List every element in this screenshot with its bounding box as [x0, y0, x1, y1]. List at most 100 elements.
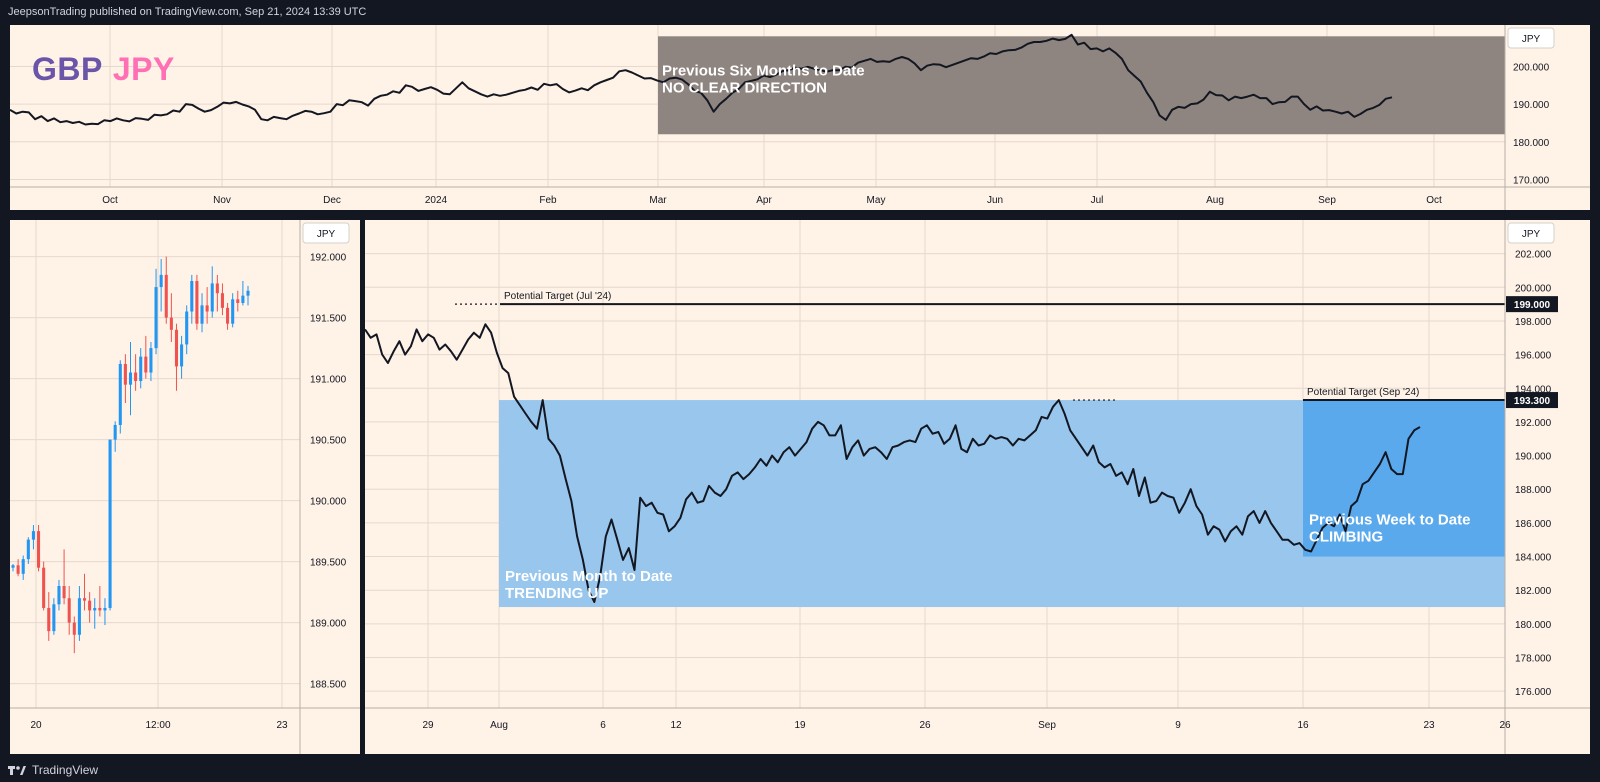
- candle-body: [31, 531, 35, 540]
- candle-body: [47, 607, 51, 632]
- symbol-base: GBP: [32, 51, 103, 87]
- y-tick-label: 200.000: [1513, 62, 1550, 73]
- candle-body: [93, 607, 97, 611]
- footer-brand: TradingView: [32, 763, 99, 777]
- candle-body: [88, 600, 92, 611]
- x-tick-label: Mar: [649, 195, 667, 206]
- y-tick-label: 202.000: [1515, 250, 1552, 261]
- x-tick-label: Aug: [490, 720, 508, 731]
- candle-body: [82, 598, 87, 601]
- candle-body: [144, 356, 148, 373]
- footer: TradingView: [0, 758, 1600, 782]
- x-tick-label: Sep: [1038, 720, 1056, 731]
- candle-body: [62, 586, 66, 599]
- x-tick-label: 29: [422, 720, 434, 731]
- candle-body: [236, 299, 240, 303]
- target-price-badge: [1506, 296, 1558, 313]
- week-annotation-box: [1303, 400, 1505, 557]
- y-tick-label: 194.000: [1515, 384, 1552, 395]
- annotation-line1: Previous Six Months to Date: [662, 62, 865, 79]
- y-tick-label: 191.500: [310, 314, 347, 325]
- candle-body: [231, 299, 235, 324]
- y-tick-label: 192.000: [310, 253, 347, 264]
- currency-box: [302, 222, 350, 244]
- x-tick-label: 20: [30, 720, 42, 731]
- y-tick-label: 190.500: [310, 436, 347, 447]
- y-tick-label: 180.000: [1515, 620, 1552, 631]
- y-tick-label: 190.000: [310, 497, 347, 508]
- week-annotation-line1: Previous Week to Date: [1309, 512, 1470, 529]
- candle-body: [26, 539, 30, 560]
- currency-label: JPY: [1522, 34, 1541, 45]
- intraday-candle-chart[interactable]: 192.000 191.500 191.000 190.500 190.000 189.5…: [10, 220, 360, 754]
- x-tick-label: 26: [919, 720, 931, 731]
- candle-body: [241, 295, 245, 303]
- candle-body: [108, 439, 112, 608]
- y-tick-label: 182.000: [1515, 586, 1552, 597]
- x-tick-label: Oct: [1426, 195, 1442, 206]
- x-tick-label: 23: [276, 720, 288, 731]
- x-tick-label: 12:00: [145, 720, 170, 731]
- y-tick-label: 188.500: [310, 680, 347, 691]
- y-tick-label: 189.500: [310, 558, 347, 569]
- x-tick-label: May: [867, 195, 886, 206]
- y-tick-label: 178.000: [1515, 654, 1552, 665]
- tradingview-logo-icon: [8, 766, 26, 775]
- candle-body: [11, 565, 15, 568]
- monthly-line-chart[interactable]: Potential Target (Jul '24) 199.000 Potenti…: [365, 220, 1590, 754]
- symbol-label: GBP JPY: [32, 51, 175, 88]
- candle-body: [67, 598, 71, 623]
- candle-body: [139, 356, 143, 382]
- publisher-header: JeepsonTrading published on TradingView.…: [8, 6, 367, 18]
- x-tick-label: 12: [670, 720, 682, 731]
- candle-body: [77, 598, 81, 635]
- x-tick-label: 9: [1175, 720, 1181, 731]
- week-annotation-line2: CLIMBING: [1309, 529, 1383, 546]
- candle-body: [57, 586, 61, 605]
- candle-body: [159, 274, 163, 288]
- candle-body: [37, 531, 41, 568]
- candle-body: [149, 348, 153, 373]
- x-tick-label: Feb: [539, 195, 557, 206]
- overview-chart-panel[interactable]: Previous Six Months to Date NO CLEAR DIRE…: [10, 25, 1590, 210]
- x-tick-label: Jul: [1091, 195, 1104, 206]
- annotation-box: [658, 36, 1505, 135]
- candle-body: [190, 281, 194, 312]
- y-tick-label: 196.000: [1515, 351, 1552, 362]
- price-line: [365, 323, 1421, 603]
- symbol-quote: JPY: [112, 51, 175, 87]
- candle-body: [103, 607, 107, 611]
- y-tick-label: 190.000: [1515, 452, 1552, 463]
- target-price-badge-label: 193.300: [1514, 396, 1551, 407]
- candle-body: [200, 305, 204, 324]
- candle-body: [226, 307, 230, 324]
- candle-body: [174, 329, 179, 367]
- candle-body: [52, 604, 56, 632]
- candle-body: [118, 363, 122, 425]
- x-tick-label: 2024: [425, 195, 448, 206]
- currency-box: [1507, 222, 1555, 244]
- candle-body: [98, 607, 102, 611]
- y-tick-label: 188.000: [1515, 485, 1552, 496]
- y-tick-label: 191.000: [310, 375, 347, 386]
- candle-body: [134, 372, 138, 382]
- x-tick-label: Oct: [102, 195, 118, 206]
- candle-body: [16, 565, 20, 574]
- y-tick-label: 184.000: [1515, 553, 1552, 564]
- y-tick-label: 198.000: [1515, 317, 1552, 328]
- candle-body: [72, 622, 76, 635]
- candle-body: [123, 363, 127, 385]
- candle-body: [185, 311, 189, 345]
- y-tick-label: 200.000: [1515, 283, 1552, 294]
- candle-body: [154, 287, 158, 349]
- annotation-line2: NO CLEAR DIRECTION: [662, 79, 827, 96]
- y-tick-label: 190.000: [1513, 100, 1550, 111]
- monthly-chart-panel[interactable]: Potential Target (Jul '24) 199.000 Potenti…: [365, 220, 1590, 754]
- intraday-chart-panel[interactable]: 192.000 191.500 191.000 190.500 190.000 189.5…: [10, 220, 360, 754]
- y-tick-label: 176.000: [1515, 687, 1552, 698]
- x-tick-label: Nov: [213, 195, 231, 206]
- candle-body: [128, 372, 133, 385]
- candle-body: [210, 283, 214, 312]
- candle-body: [169, 317, 173, 330]
